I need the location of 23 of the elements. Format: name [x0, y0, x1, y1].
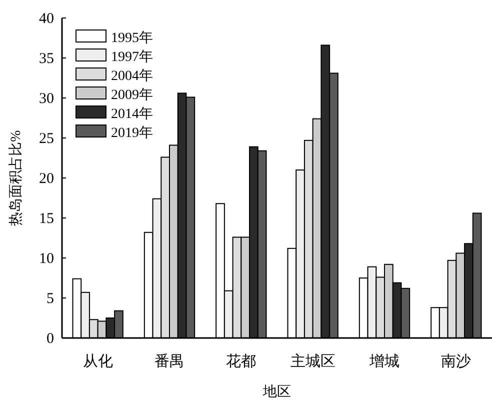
y-tick-label: 15: [39, 211, 54, 227]
legend-label: 2004年: [111, 68, 153, 84]
legend-label: 1997年: [111, 49, 153, 65]
y-tick-label: 5: [46, 291, 54, 307]
y-tick-label: 25: [39, 131, 54, 147]
legend-label: 2014年: [111, 106, 153, 122]
x-axis-title: 地区: [262, 384, 291, 400]
y-tick-label: 10: [39, 251, 54, 267]
y-tick-label: 20: [39, 171, 54, 187]
x-tick-label: 南沙: [441, 353, 472, 370]
y-tick-label: 0: [46, 331, 54, 347]
x-tick-label: 主城区: [290, 353, 336, 370]
x-tick-label: 番禺: [154, 353, 184, 370]
y-tick-label: 40: [39, 11, 54, 27]
legend-label: 2009年: [111, 87, 153, 103]
x-tick-label: 增城: [368, 353, 400, 370]
x-tick-label: 花都: [226, 353, 256, 370]
x-tick-label: 从化: [82, 353, 113, 370]
legend-label: 2019年: [111, 125, 153, 141]
y-axis-title: 热岛面积占比%: [8, 130, 24, 226]
y-tick-label: 30: [39, 91, 54, 107]
y-tick-label: 35: [39, 51, 54, 67]
legend-label: 1995年: [111, 30, 153, 46]
